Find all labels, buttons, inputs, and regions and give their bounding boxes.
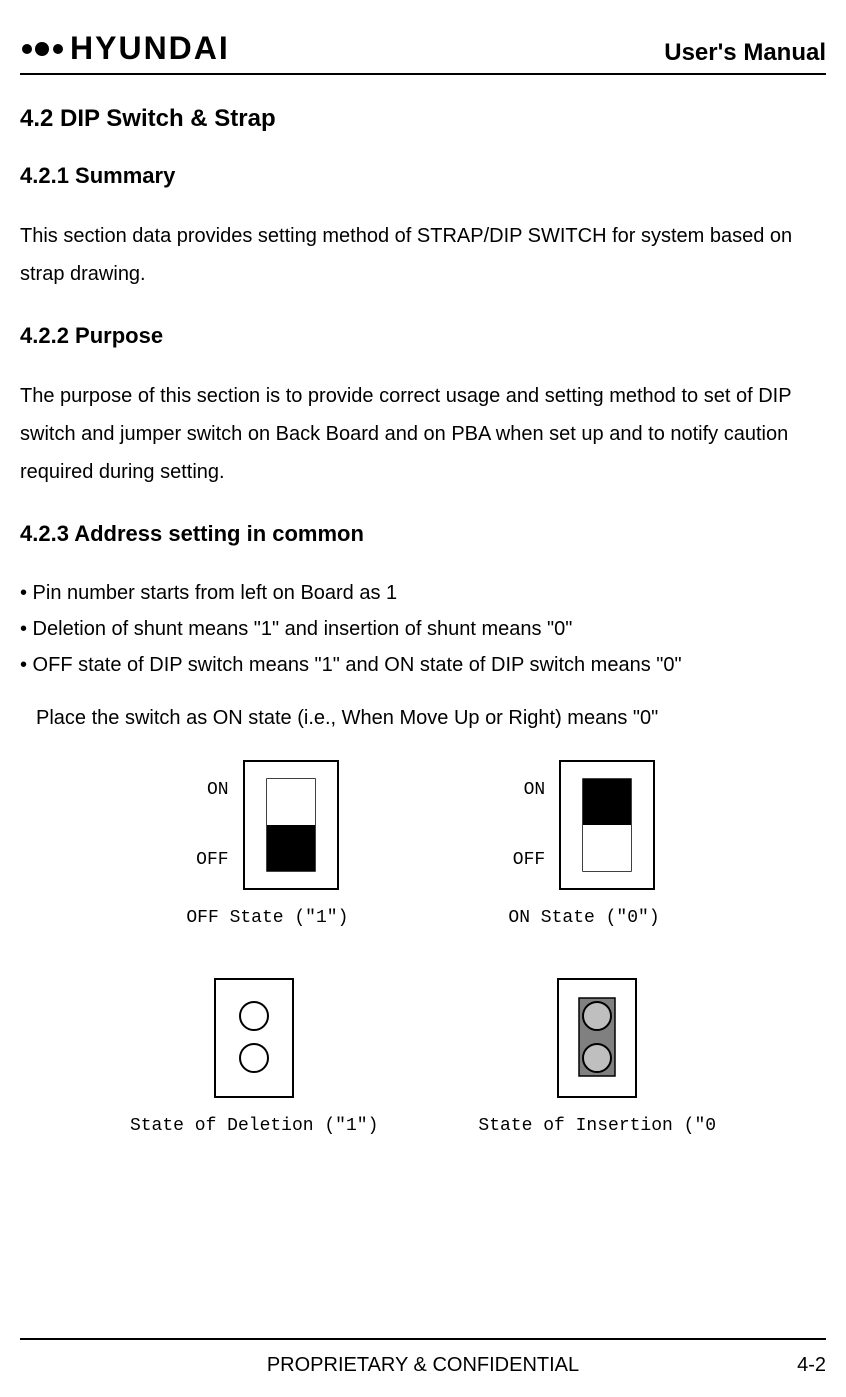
dip-off-icon	[243, 760, 339, 890]
dip-on-icon	[559, 760, 655, 890]
jumper-insertion-icon	[557, 978, 637, 1098]
footer-center-text: PROPRIETARY & CONFIDENTIAL	[267, 1354, 579, 1377]
place-switch-text: Place the switch as ON state (i.e., When…	[20, 707, 826, 730]
dip-on-label: ON	[196, 780, 228, 800]
jumper-insertion-unit: State of Insertion ("0	[478, 978, 716, 1136]
bullet-item: • OFF state of DIP switch means "1" and …	[20, 647, 826, 683]
section-heading-address: 4.2.3 Address setting in common	[20, 521, 826, 547]
page: HYUNDAI User's Manual 4.2 DIP Switch & S…	[0, 0, 846, 1136]
logo: HYUNDAI	[20, 30, 230, 67]
summary-paragraph: This section data provides setting metho…	[20, 217, 826, 293]
bullet-item: • Deletion of shunt means "1" and insert…	[20, 611, 826, 647]
dip-off-caption: OFF State ("1")	[186, 908, 348, 928]
footer: PROPRIETARY & CONFIDENTIAL 4-2	[20, 1338, 826, 1377]
jumper-deletion-caption: State of Deletion ("1")	[130, 1116, 378, 1136]
logo-text: HYUNDAI	[70, 30, 230, 67]
section-heading-purpose: 4.2.2 Purpose	[20, 323, 826, 349]
section-heading-summary: 4.2.1 Summary	[20, 163, 826, 189]
dip-diagram-row: ON OFF OFF State ("1") ON OFF	[20, 760, 826, 928]
dip-on-top: ON OFF	[513, 760, 655, 890]
logo-mark-icon	[20, 35, 64, 63]
dip-on-label: ON	[513, 780, 545, 800]
jumper-insertion-caption: State of Insertion ("0	[478, 1116, 716, 1136]
footer-page-number: 4-2	[797, 1354, 826, 1377]
jumper-deletion-icon	[214, 978, 294, 1098]
header-title: User's Manual	[664, 39, 826, 67]
dip-off-labels: ON OFF	[196, 770, 228, 880]
header-row: HYUNDAI User's Manual	[20, 30, 826, 75]
footer-rule	[20, 1338, 826, 1340]
section-heading-4-2: 4.2 DIP Switch & Strap	[20, 105, 826, 133]
dip-off-label: OFF	[196, 850, 228, 870]
dip-off-unit: ON OFF OFF State ("1")	[186, 760, 348, 928]
dip-off-label: OFF	[513, 850, 545, 870]
purpose-paragraph: The purpose of this section is to provid…	[20, 377, 826, 491]
dip-on-unit: ON OFF ON State ("0")	[508, 760, 659, 928]
jumper-deletion-unit: State of Deletion ("1")	[130, 978, 378, 1136]
bullet-item: • Pin number starts from left on Board a…	[20, 575, 826, 611]
dip-on-caption: ON State ("0")	[508, 908, 659, 928]
dip-off-top: ON OFF	[196, 760, 338, 890]
bullet-list: • Pin number starts from left on Board a…	[20, 575, 826, 683]
jumper-diagram-row: State of Deletion ("1") State of Inserti…	[20, 978, 826, 1136]
footer-inner: PROPRIETARY & CONFIDENTIAL 4-2	[20, 1354, 826, 1377]
dip-on-labels: ON OFF	[513, 770, 545, 880]
